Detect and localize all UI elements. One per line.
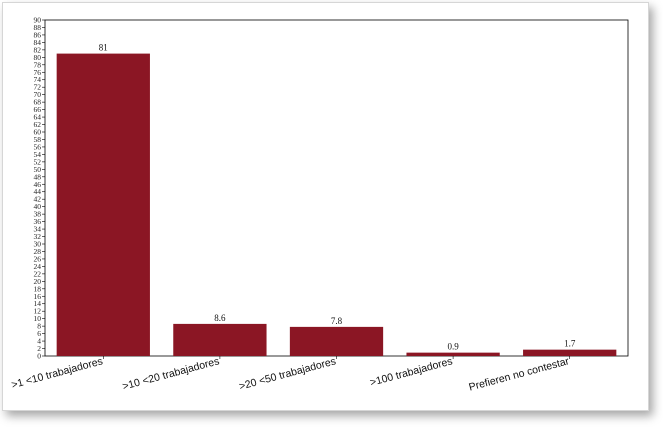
y-tick-label: 48 (34, 172, 42, 181)
y-tick-label: 18 (34, 284, 42, 293)
y-tick-label: 16 (34, 292, 42, 301)
y-tick-label: 50 (34, 165, 42, 174)
x-category-label: >100 trabajadores (369, 355, 454, 389)
y-tick-label: 76 (34, 68, 42, 77)
y-tick-label: 90 (34, 16, 42, 25)
y-tick-label: 38 (34, 210, 42, 219)
y-tick-label: 54 (34, 150, 42, 159)
y-tick-label: 14 (34, 299, 42, 308)
y-tick-label: 42 (34, 195, 42, 204)
y-tick-label: 84 (34, 38, 42, 47)
y-tick-label: 20 (34, 277, 42, 286)
x-category-label: Prefieren no contestar (468, 355, 571, 393)
y-tick-label: 52 (34, 157, 42, 166)
y-tick-label: 70 (34, 90, 42, 99)
y-tick-label: 4 (37, 337, 41, 346)
bar-value-label: 81 (99, 43, 108, 53)
bars: 81 8.6 7.8 0.9 1.7 (56, 43, 617, 356)
y-tick-label: 8 (37, 322, 41, 331)
y-tick-label: 34 (34, 225, 42, 234)
bar (523, 349, 617, 356)
y-tick-label: 26 (34, 254, 42, 263)
bar (173, 323, 267, 356)
y-tick-label: 66 (34, 105, 42, 114)
bar-value-label: 7.8 (331, 316, 343, 326)
x-category-label: >20 <50 trabajadores (238, 355, 338, 392)
y-axis: 0246810121416182022242628303234363840424… (34, 16, 45, 361)
y-tick-label: 36 (34, 217, 42, 226)
y-tick-label: 78 (34, 60, 42, 69)
y-tick-label: 2 (37, 344, 41, 353)
x-category-label: >10 <20 trabajadores (121, 355, 221, 392)
bar (289, 326, 384, 356)
y-tick-label: 10 (34, 314, 42, 323)
bar-value-label: 8.6 (214, 313, 226, 323)
x-axis: >1 <10 trabajadores >10 <20 trabajadores >… (10, 355, 571, 393)
y-tick-label: 72 (34, 83, 42, 92)
y-tick-label: 0 (37, 352, 41, 361)
y-tick-label: 62 (34, 120, 42, 129)
y-tick-label: 24 (34, 262, 42, 271)
y-tick-label: 40 (34, 202, 42, 211)
y-tick-label: 82 (34, 45, 42, 54)
y-tick-label: 58 (34, 135, 42, 144)
y-tick-label: 68 (34, 98, 42, 107)
y-tick-label: 46 (34, 180, 42, 189)
y-tick-label: 12 (34, 307, 42, 316)
y-tick-label: 80 (34, 53, 42, 62)
y-tick-label: 6 (37, 329, 41, 338)
bar-value-label: 1.7 (564, 339, 576, 349)
y-tick-label: 32 (34, 232, 42, 241)
bar (406, 352, 500, 356)
y-tick-label: 56 (34, 142, 42, 151)
y-tick-label: 30 (34, 240, 42, 249)
y-tick-label: 28 (34, 247, 42, 256)
y-tick-label: 22 (34, 269, 42, 278)
x-category-label: >1 <10 trabajadores (10, 355, 104, 391)
bar (56, 53, 150, 356)
y-tick-label: 74 (34, 75, 42, 84)
y-tick-label: 44 (34, 187, 42, 196)
y-tick-label: 88 (34, 23, 42, 32)
y-tick-label: 60 (34, 128, 42, 137)
y-tick-label: 64 (34, 113, 42, 122)
y-tick-label: 86 (34, 30, 42, 39)
bar-value-label: 0.9 (447, 342, 459, 352)
